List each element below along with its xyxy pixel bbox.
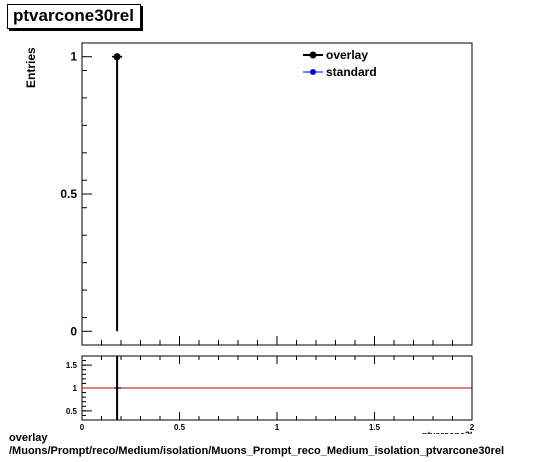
- y-tick-label: 0: [70, 324, 77, 338]
- data-marks: [82, 53, 472, 420]
- caption-line-1: overlay: [9, 432, 48, 444]
- caption-line-2: /Muons/Prompt/reco/Medium/isolation/Muon…: [9, 445, 505, 457]
- legend-marker-standard: [310, 69, 316, 75]
- legend-label-overlay: overlay: [326, 48, 369, 62]
- legend-label-standard: standard: [326, 65, 377, 79]
- ratio-x-tick-label: 1: [275, 423, 280, 432]
- ratio-y-tick-label: 1: [73, 384, 78, 393]
- y-tick-label: 1: [70, 50, 77, 64]
- series-point-overlay: [113, 53, 121, 61]
- legend-marker-overlay: [309, 51, 317, 59]
- x-axis-label: ptvarcone30rel: [422, 429, 472, 434]
- chart-title: ptvarcone30rel: [7, 4, 141, 29]
- main-plot-frame: [81, 42, 473, 346]
- y-tick-label: 0.5: [60, 187, 77, 201]
- ratio-y-tick-label: 0.5: [66, 407, 78, 416]
- ratio-x-tick-label: 0: [80, 423, 85, 432]
- y-axis-label: Entries: [24, 47, 38, 88]
- ratio-x-tick-label: 0.5: [174, 423, 186, 432]
- main-axes: 00.51: [60, 42, 473, 346]
- ratio-x-tick-label: 2: [470, 423, 475, 432]
- ratio-y-tick-label: 1.5: [66, 361, 78, 370]
- ratio-x-tick-label: 1.5: [369, 423, 381, 432]
- ratio-axes: 0.511.50 0.5 1 1.5 2: [66, 356, 475, 432]
- legend-markers: [303, 51, 323, 75]
